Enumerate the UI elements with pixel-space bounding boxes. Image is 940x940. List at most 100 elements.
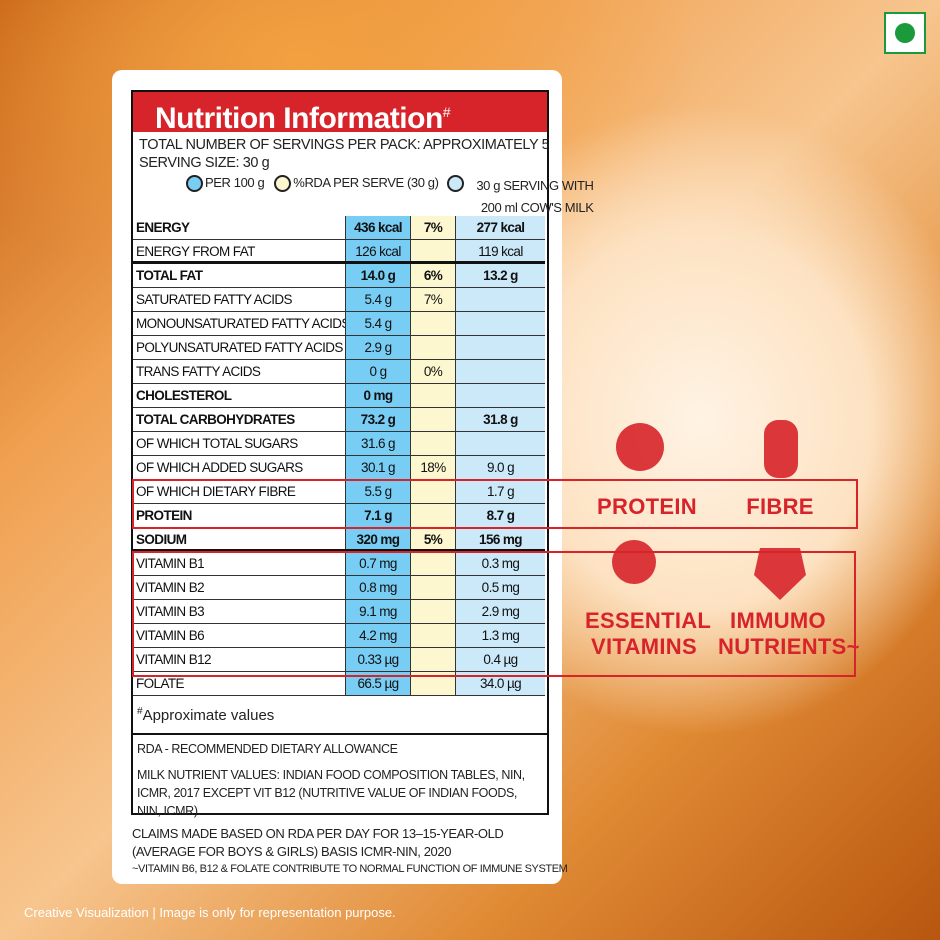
table-cell (410, 240, 455, 261)
table-cell: 436 kcal (345, 216, 410, 239)
servings: TOTAL NUMBER OF SERVINGS PER PACK: APPRO… (139, 137, 550, 153)
table-cell: VITAMIN B12 (136, 652, 212, 667)
table-cell: VITAMIN B2 (136, 580, 205, 595)
table-cell: TOTAL CARBOHYDRATES (136, 412, 295, 427)
table-cell (410, 576, 455, 599)
table-cell: 14.0 g (345, 264, 410, 287)
table-cell: OF WHICH ADDED SUGARS (136, 460, 303, 475)
table-row: OF WHICH DIETARY FIBRE 5.5 g 1.7 g (133, 480, 545, 504)
badge: ESSENTIAL VITAMINS (585, 608, 712, 659)
table-cell: 66.5 µg (345, 672, 410, 695)
table-cell: 320 mg (345, 528, 410, 549)
approx-note: #Approximate values (137, 706, 274, 724)
table-cell: 18% (410, 456, 455, 479)
footer: Creative Visualization | Image is only f… (24, 905, 396, 920)
table-cell: POLYUNSATURATED FATTY ACIDS (136, 340, 343, 355)
title-bar: Nutrition Information# (133, 92, 547, 135)
table-cell (410, 312, 455, 335)
table-row: TOTAL CARBOHYDRATES 73.2 g 31.8 g (133, 408, 545, 432)
table-cell: 1.7 g (455, 480, 545, 503)
table-cell: 119 kcal (455, 240, 545, 261)
table-cell: 5.4 g (345, 312, 410, 335)
legend-item: %RDA PER SERVE (30 g) (293, 175, 439, 190)
table-cell: 7% (410, 216, 455, 239)
table-cell (410, 480, 455, 503)
table-cell (410, 672, 455, 695)
veg-mark (884, 12, 926, 54)
table-row: VITAMIN B6 4.2 mg 1.3 mg (133, 624, 545, 648)
table-cell (455, 432, 545, 455)
rda-note: RDA - RECOMMENDED DIETARY ALLOWANCE (137, 742, 398, 756)
table-cell: 0.8 mg (345, 576, 410, 599)
table-cell (410, 432, 455, 455)
table-cell: ENERGY FROM FAT (136, 244, 255, 259)
table-row: CHOLESTEROL 0 mg (133, 384, 545, 408)
table-cell (410, 624, 455, 647)
table-cell: 126 kcal (345, 240, 410, 261)
table-cell: 0 g (345, 360, 410, 383)
table-cell: 1.3 mg (455, 624, 545, 647)
table-cell: CHOLESTEROL (136, 388, 232, 403)
table-cell (410, 504, 455, 527)
table-cell: 9.0 g (455, 456, 545, 479)
table-row: FOLATE 66.5 µg 34.0 µg (133, 672, 545, 696)
table-cell: VITAMIN B6 (136, 628, 205, 643)
claims: CLAIMS MADE BASED ON RDA PER DAY FOR 13–… (132, 826, 504, 859)
table-cell: 8.7 g (455, 504, 545, 527)
table-cell: 0.4 µg (455, 648, 545, 671)
table-cell (410, 336, 455, 359)
table-cell: 9.1 mg (345, 600, 410, 623)
approx-text: Approximate values (142, 707, 275, 724)
table-cell: VITAMIN B1 (136, 556, 205, 571)
table-cell: SODIUM (136, 532, 187, 547)
table-cell (455, 288, 545, 311)
table-cell: 0.7 mg (345, 552, 410, 575)
table-row: MONOUNSATURATED FATTY ACIDS 5.4 g (133, 312, 545, 336)
table-cell: 31.6 g (345, 432, 410, 455)
table-row: VITAMIN B1 0.7 mg 0.3 mg (133, 552, 545, 576)
table-row: VITAMIN B2 0.8 mg 0.5 mg (133, 576, 545, 600)
table-cell: 0.3 mg (455, 552, 545, 575)
legend-item: PER 100 g (205, 175, 265, 190)
table-cell: TOTAL FAT (136, 268, 203, 283)
table-cell: 73.2 g (345, 408, 410, 431)
table-cell: SATURATED FATTY ACIDS (136, 292, 293, 307)
table-cell: 0% (410, 360, 455, 383)
table-cell: OF WHICH TOTAL SUGARS (136, 436, 298, 451)
table-cell: 2.9 g (345, 336, 410, 359)
table-cell: 4.2 mg (345, 624, 410, 647)
table-cell: 7% (410, 288, 455, 311)
table-row: SODIUM 320 mg 5% 156 mg (133, 528, 545, 552)
table-cell: 31.8 g (455, 408, 545, 431)
badge: FIBRE (746, 494, 814, 519)
table-row: SATURATED FATTY ACIDS 5.4 g 7% (133, 288, 545, 312)
table-cell (455, 384, 545, 407)
table-cell: ENERGY (136, 220, 190, 235)
table-row: TOTAL FAT 14.0 g 6% 13.2 g (133, 264, 545, 288)
table-cell: 5.4 g (345, 288, 410, 311)
table-cell: 30.1 g (345, 456, 410, 479)
legend: PER 100 g %RDA PER SERVE (30 g) 30 g SER… (186, 175, 594, 219)
table-cell: 2.9 mg (455, 600, 545, 623)
table-cell: FOLATE (136, 676, 185, 691)
table-cell: 5% (410, 528, 455, 549)
approx-mark: # (137, 706, 143, 717)
table-cell: 0 mg (345, 384, 410, 407)
table-cell (455, 360, 545, 383)
table-row: ENERGY 436 kcal 7% 277 kcal (133, 216, 545, 240)
table-cell (410, 384, 455, 407)
milk-note: MILK NUTRIENT VALUES: INDIAN FOOD COMPOS… (137, 768, 525, 818)
table-row: POLYUNSATURATED FATTY ACIDS 2.9 g (133, 336, 545, 360)
table-cell: 277 kcal (455, 216, 545, 239)
legend-item: 30 g SERVING WITH 200 ml COW'S MILK (476, 178, 594, 215)
table-cell: 5.5 g (345, 480, 410, 503)
table-cell: MONOUNSATURATED FATTY ACIDS (136, 316, 350, 331)
table-cell: 34.0 µg (455, 672, 545, 695)
panel-border (131, 90, 549, 815)
table-cell: 156 mg (455, 528, 545, 549)
table-cell (455, 336, 545, 359)
table-cell: 7.1 g (345, 504, 410, 527)
table-cell: 0.33 µg (345, 648, 410, 671)
table-row: TRANS FATTY ACIDS 0 g 0% (133, 360, 545, 384)
